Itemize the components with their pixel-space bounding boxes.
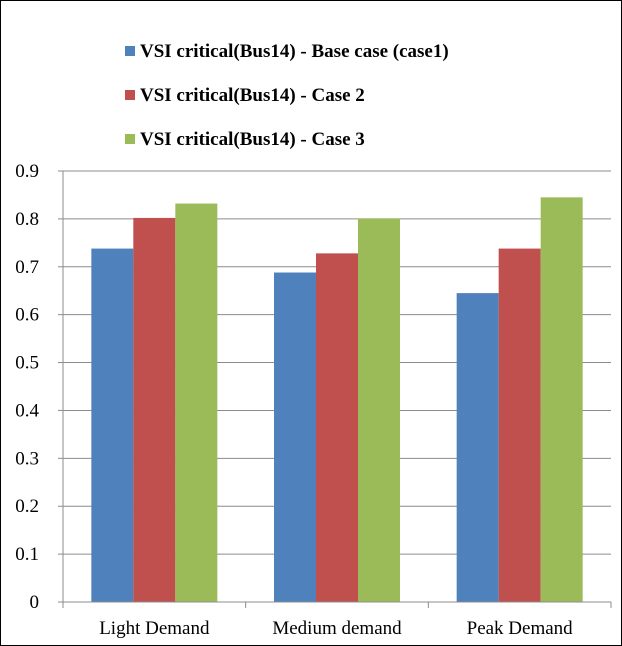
axes [58, 170, 612, 608]
y-tick-label: 0.4 [15, 400, 39, 421]
legend: VSI critical(Bus14) - Base case (case1) V… [125, 41, 449, 150]
x-tick-label: Peak Demand [467, 618, 574, 639]
x-tick-labels: Light Demand Medium demand Peak Demand [99, 618, 573, 639]
bar [175, 203, 218, 602]
legend-label: VSI critical(Bus14) - Base case (case1) [140, 41, 449, 62]
y-tick-label: 0.9 [15, 161, 39, 182]
bars [91, 197, 583, 603]
y-tick-label: 0.5 [15, 353, 39, 374]
y-tick-labels: 0 0.1 0.2 0.3 0.4 0.5 0.6 0.7 0.8 0.9 [15, 161, 39, 613]
y-tick-label: 0.1 [15, 544, 39, 565]
y-tick-label: 0.2 [15, 496, 39, 517]
x-tick-label: Light Demand [99, 618, 210, 639]
legend-label: VSI critical(Bus14) - Case 2 [140, 85, 365, 106]
y-tick-label: 0.8 [15, 209, 39, 230]
bar [274, 272, 316, 602]
y-tick-label: 0 [30, 592, 40, 613]
x-tick-label: Medium demand [272, 618, 402, 639]
bar [498, 248, 541, 602]
legend-label: VSI critical(Bus14) - Case 3 [140, 129, 365, 150]
bar [91, 248, 134, 602]
bar [358, 218, 400, 602]
bar [540, 197, 583, 603]
y-tick-label: 0.3 [15, 448, 39, 469]
legend-swatch [125, 46, 135, 56]
y-tick-label: 0.7 [15, 257, 39, 278]
legend-swatch [125, 134, 135, 144]
bar [316, 253, 358, 602]
bar [456, 293, 499, 602]
bar [133, 217, 176, 603]
legend-swatch [125, 90, 135, 100]
y-tick-label: 0.6 [15, 305, 39, 326]
